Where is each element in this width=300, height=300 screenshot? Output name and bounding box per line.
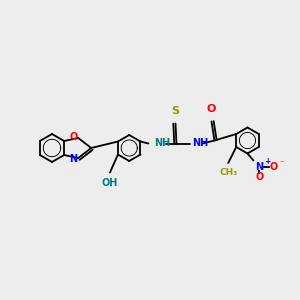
Text: O: O [255, 172, 264, 182]
Text: ⁻: ⁻ [279, 158, 284, 167]
Text: +: + [264, 157, 271, 166]
Text: N: N [255, 161, 263, 172]
Text: NH: NH [193, 139, 209, 148]
Text: OH: OH [102, 178, 118, 188]
Text: NH: NH [154, 139, 171, 148]
Text: O: O [69, 132, 77, 142]
Text: N: N [69, 154, 77, 164]
Text: S: S [172, 106, 179, 116]
Text: CH₃: CH₃ [219, 168, 237, 177]
Text: O: O [269, 161, 278, 172]
Text: O: O [207, 104, 216, 115]
